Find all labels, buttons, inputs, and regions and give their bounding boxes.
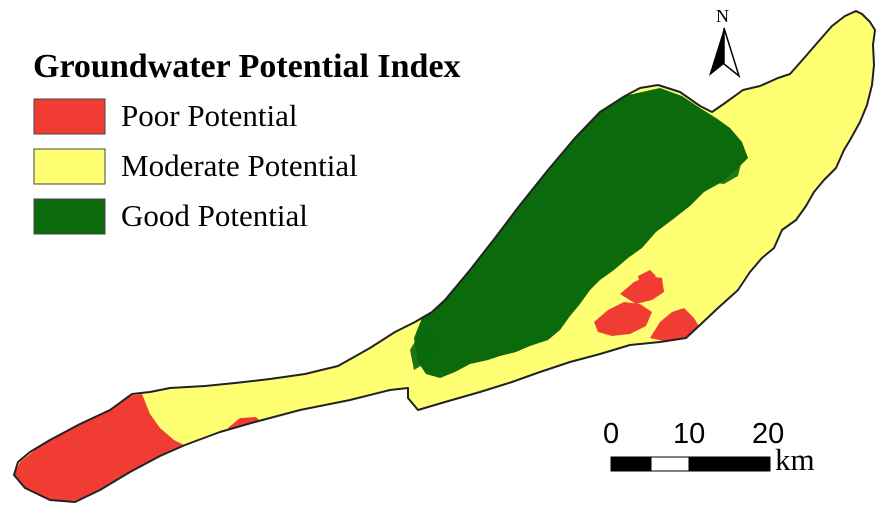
scale-tick-label-10: 10: [673, 418, 705, 450]
legend-label-good-potential: Good Potential: [121, 198, 308, 233]
good-potential-east-patch: [690, 136, 742, 184]
scale-tick-label-0: 0: [603, 418, 619, 450]
scale-bar-segment-1: [610, 456, 652, 472]
good-potential-zone: [414, 88, 748, 378]
legend-label-poor-potential: Poor Potential: [121, 98, 298, 133]
scale-tick-label-20: 20: [752, 418, 784, 450]
poor-potential-scattered-b: [620, 276, 664, 304]
poor-potential-southeast: [650, 308, 700, 342]
poor-potential-scattered-a: [594, 302, 652, 336]
poor-potential-scattered-c: [638, 270, 656, 284]
poor-potential-southwest: [14, 394, 186, 502]
legend-swatch-good-potential: [33, 198, 106, 235]
legend-item-good-potential: Good Potential: [33, 198, 308, 235]
north-arrow-left-half: [709, 28, 724, 76]
legend-swatch-moderate-potential: [33, 148, 106, 185]
legend-item-poor-potential: Poor Potential: [33, 98, 298, 135]
legend: Groundwater Potential Index Poor Potenti…: [33, 48, 461, 235]
scale-bar-segment-3: [688, 456, 771, 472]
north-arrow-label: N: [716, 6, 729, 26]
good-potential-fringe: [410, 330, 438, 370]
scale-unit-label: km: [775, 442, 815, 477]
north-arrow-right-half: [723, 27, 741, 79]
study-area: [13, 10, 876, 503]
legend-swatch-poor-potential: [33, 98, 106, 135]
scale-bar-segment-2: [650, 456, 690, 472]
north-arrow: N: [709, 6, 741, 79]
legend-label-moderate-potential: Moderate Potential: [121, 148, 358, 183]
study-area-outline: [13, 10, 876, 503]
legend-item-moderate-potential: Moderate Potential: [33, 148, 358, 185]
legend-title: Groundwater Potential Index: [33, 48, 461, 85]
scale-bar: 0 10 20 km: [603, 418, 815, 477]
